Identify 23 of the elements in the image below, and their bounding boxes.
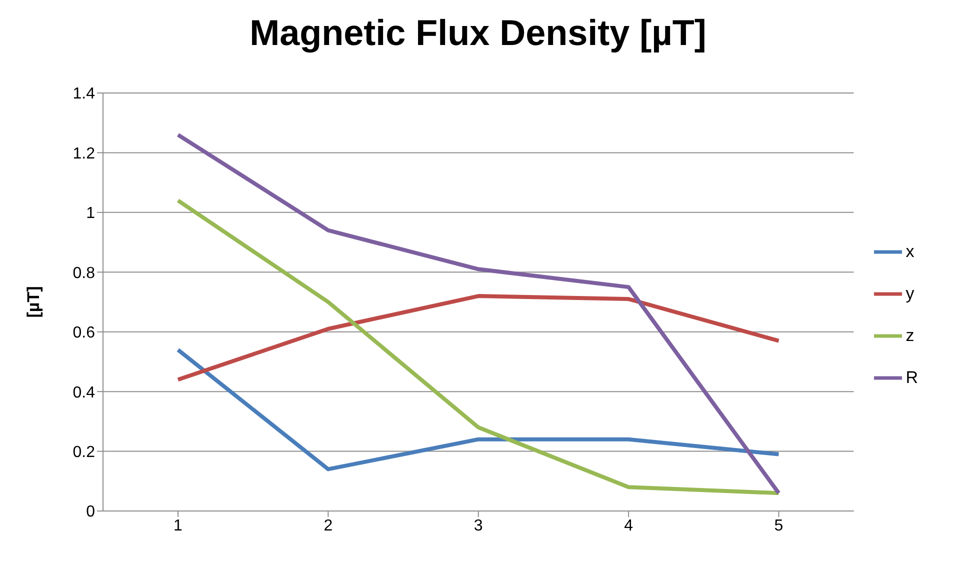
y-tick-label: 1.4 [72, 86, 96, 103]
y-tick-label: 0 [86, 504, 96, 521]
x-tick-label: 1 [174, 517, 183, 534]
line-series [176, 198, 781, 496]
line-series [176, 294, 781, 382]
y-tick-label: 0.4 [72, 384, 96, 402]
x-tick-label: 4 [624, 517, 634, 534]
x-tick-label: 2 [324, 517, 333, 534]
x-tick-label: 5 [774, 517, 784, 534]
legend-label: R [906, 368, 918, 386]
line-series [176, 348, 781, 472]
y-axis-title: [µT] [24, 286, 44, 318]
line-series [176, 132, 781, 496]
legend-label: z [906, 326, 914, 344]
x-tick-label: 3 [474, 517, 483, 534]
y-tick-label: 1 [86, 205, 96, 222]
legend-label: y [906, 284, 914, 302]
y-tick-label: 0.8 [72, 264, 96, 282]
y-tick-label: 0.2 [72, 444, 96, 461]
chart-title: Magnetic Flux Density [µT] [248, 11, 708, 55]
y-tick-label: 0.6 [72, 324, 96, 342]
y-tick-label: 1.2 [72, 145, 96, 162]
legend-label: x [906, 242, 914, 260]
